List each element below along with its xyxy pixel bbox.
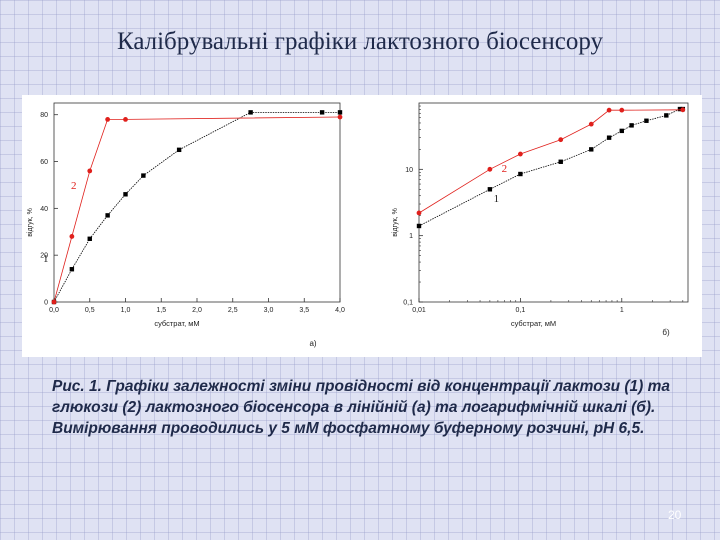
data-point-series-2 [105, 116, 111, 122]
data-point-series-1 [677, 106, 683, 112]
y-axis-label: відгук, % [26, 208, 34, 237]
series-line-1 [53, 112, 340, 303]
y-tick-label: 0,1 [403, 300, 413, 307]
page-number: 20 [668, 508, 682, 522]
y-tick-label: 1 [409, 233, 413, 240]
x-tick-label: 2,5 [228, 307, 238, 314]
data-point-series-1 [105, 213, 110, 218]
figure-caption: Рис. 1. Графіки залежності зміни провідн… [52, 378, 671, 437]
y-axis-label: відгук, % [391, 208, 399, 237]
data-point-series-2 [588, 121, 594, 127]
series-label-1: 1 [43, 253, 49, 265]
slide-title: Калібрувальні графіки лактозного біосенс… [116, 28, 604, 55]
plot-frame [418, 102, 689, 303]
data-point-series-1 [123, 192, 128, 197]
data-point-series-2 [619, 107, 625, 113]
data-point-series-1 [69, 267, 75, 272]
data-point-series-2 [680, 107, 686, 113]
data-point-series-1 [619, 128, 624, 134]
series-label-1: 1 [494, 193, 500, 205]
x-tick-label: 0,1 [516, 307, 526, 314]
x-tick-label: 1,0 [121, 307, 131, 314]
data-point-series-2 [416, 210, 422, 216]
y-tick-label: 0 [44, 300, 48, 307]
data-point-series-1 [87, 236, 92, 241]
data-point-series-1 [664, 113, 669, 118]
x-tick-label: 4,0 [335, 307, 345, 314]
data-point-series-2 [606, 107, 612, 113]
series-line-2 [53, 116, 341, 303]
data-point-series-1 [487, 187, 493, 192]
data-point-series-2 [51, 299, 57, 305]
panel-label: б) [662, 328, 670, 337]
series-label-2: 2 [502, 163, 508, 175]
x-tick-label: 0,5 [85, 307, 95, 314]
x-axis-label: субстрат, мМ [511, 319, 556, 328]
data-point-series-1 [319, 110, 325, 115]
data-point-series-1 [416, 223, 422, 229]
x-tick-label: 0,0 [49, 307, 59, 314]
series-line-1 [418, 108, 683, 227]
x-tick-label: 1 [620, 307, 624, 314]
chart-panel: 0,0 0,5 1,0 1,5 2,0 2,5 3,0 3,5 4,0 0 20 40 60 80 субс… [22, 95, 702, 357]
panel-label: а) [309, 339, 316, 348]
y-tick-label: 40 [40, 206, 48, 213]
data-point-series-1 [589, 147, 594, 152]
x-tick-label: 1,5 [156, 307, 166, 314]
data-point-series-1 [518, 171, 523, 177]
charts-svg: 0,0 0,5 1,0 1,5 2,0 2,5 3,0 3,5 4,0 0 20 40 60 80 субс… [26, 102, 689, 348]
data-point-series-2 [487, 166, 493, 172]
data-point-series-1 [629, 123, 634, 128]
data-point-series-1 [558, 159, 563, 164]
y-tick-label: 20 [40, 253, 48, 260]
data-point-series-1 [141, 173, 146, 178]
x-tick-label: 3,0 [264, 307, 274, 314]
data-point-series-2 [337, 114, 343, 120]
data-point-series-1 [248, 110, 253, 115]
y-tick-label: 80 [40, 112, 48, 119]
y-tick-label: 60 [40, 159, 48, 166]
data-point-series-1 [644, 118, 649, 123]
data-point-series-1 [337, 110, 343, 115]
series-line-2 [418, 109, 683, 214]
data-point-series-2 [69, 234, 75, 239]
x-axis-label: субстрат, мМ [154, 319, 199, 328]
data-point-series-2 [558, 137, 564, 143]
data-point-series-2 [517, 151, 523, 157]
x-tick-label: 3,5 [299, 307, 309, 314]
x-tick-label: 0,01 [412, 307, 426, 314]
plot-frame [53, 102, 341, 303]
y-tick-label: 10 [405, 167, 413, 174]
data-point-series-2 [87, 168, 93, 174]
data-point-series-1 [606, 135, 612, 140]
series-label-2: 2 [71, 180, 77, 192]
x-tick-label: 2,0 [192, 307, 202, 314]
data-point-series-1 [176, 147, 182, 153]
data-point-series-2 [123, 116, 128, 122]
